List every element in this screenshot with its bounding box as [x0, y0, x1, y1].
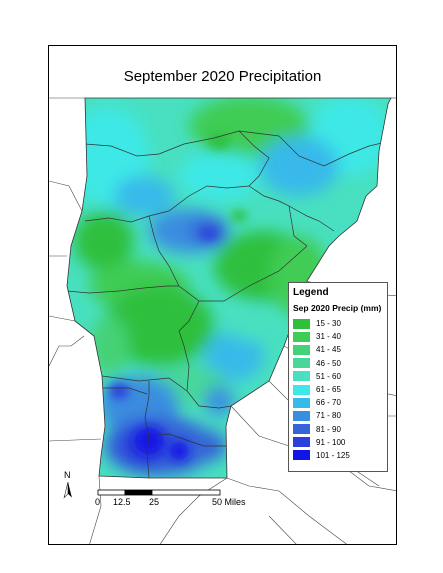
- legend-label: 71 - 80: [316, 411, 341, 421]
- legend-swatch: [293, 331, 310, 342]
- legend-item: 61 - 65: [293, 383, 383, 396]
- scale-tick-50: 50 Miles: [212, 497, 246, 507]
- legend-item: 31 - 40: [293, 330, 383, 343]
- legend-items: 15 - 30 31 - 40 41 - 45 46 - 50 51 - 60 61 - …: [293, 317, 383, 462]
- map-title: September 2020 Precipitation: [123, 68, 322, 85]
- legend-label: 66 - 70: [316, 398, 341, 408]
- legend-item: 71 - 80: [293, 409, 383, 422]
- scale-tick-25: 25: [149, 497, 160, 507]
- legend-subtitle: Sep 2020 Precip (mm): [293, 303, 382, 313]
- legend-swatch: [293, 384, 310, 395]
- legend-swatch: [293, 397, 310, 408]
- legend-label: 15 - 30: [316, 319, 341, 329]
- legend-label: 81 - 90: [316, 424, 341, 434]
- legend-item: 41 - 45: [293, 343, 383, 356]
- vermont-outline: [66, 97, 392, 479]
- legend-title: Legend: [293, 287, 329, 298]
- legend-swatch: [293, 371, 310, 382]
- scale-tick-0: 0: [95, 497, 101, 507]
- scale-bar: [97, 489, 221, 496]
- legend-swatch: [293, 437, 310, 448]
- legend-item: 46 - 50: [293, 357, 383, 370]
- legend-label: 41 - 45: [316, 345, 341, 355]
- legend-item: 101 - 125: [293, 449, 383, 462]
- legend-item: 81 - 90: [293, 423, 383, 436]
- legend-swatch: [293, 344, 310, 355]
- legend-item: 15 - 30: [293, 317, 383, 330]
- legend-item: 66 - 70: [293, 396, 383, 409]
- legend-label: 61 - 65: [316, 385, 341, 395]
- legend-swatch: [293, 424, 310, 435]
- county-boundaries: [67, 130, 391, 478]
- legend-label: 91 - 100: [316, 437, 346, 447]
- north-arrow-icon: [63, 482, 72, 499]
- map-frame: September 2020 Precipitation: [48, 45, 397, 545]
- legend-item: 51 - 60: [293, 370, 383, 383]
- legend-swatch: [293, 450, 310, 461]
- legend-label: 101 - 125: [316, 450, 350, 460]
- legend-label: 46 - 50: [316, 358, 341, 368]
- legend-label: 31 - 40: [316, 332, 341, 342]
- legend-swatch: [293, 318, 310, 329]
- legend-swatch: [293, 410, 310, 421]
- legend-swatch: [293, 358, 310, 369]
- legend-label: 51 - 60: [316, 371, 341, 381]
- map-legend: Legend Sep 2020 Precip (mm) 15 - 30 31 - …: [288, 282, 388, 472]
- north-label: N: [64, 470, 71, 480]
- legend-item: 91 - 100: [293, 436, 383, 449]
- scale-tick-12-5: 12.5: [113, 497, 131, 507]
